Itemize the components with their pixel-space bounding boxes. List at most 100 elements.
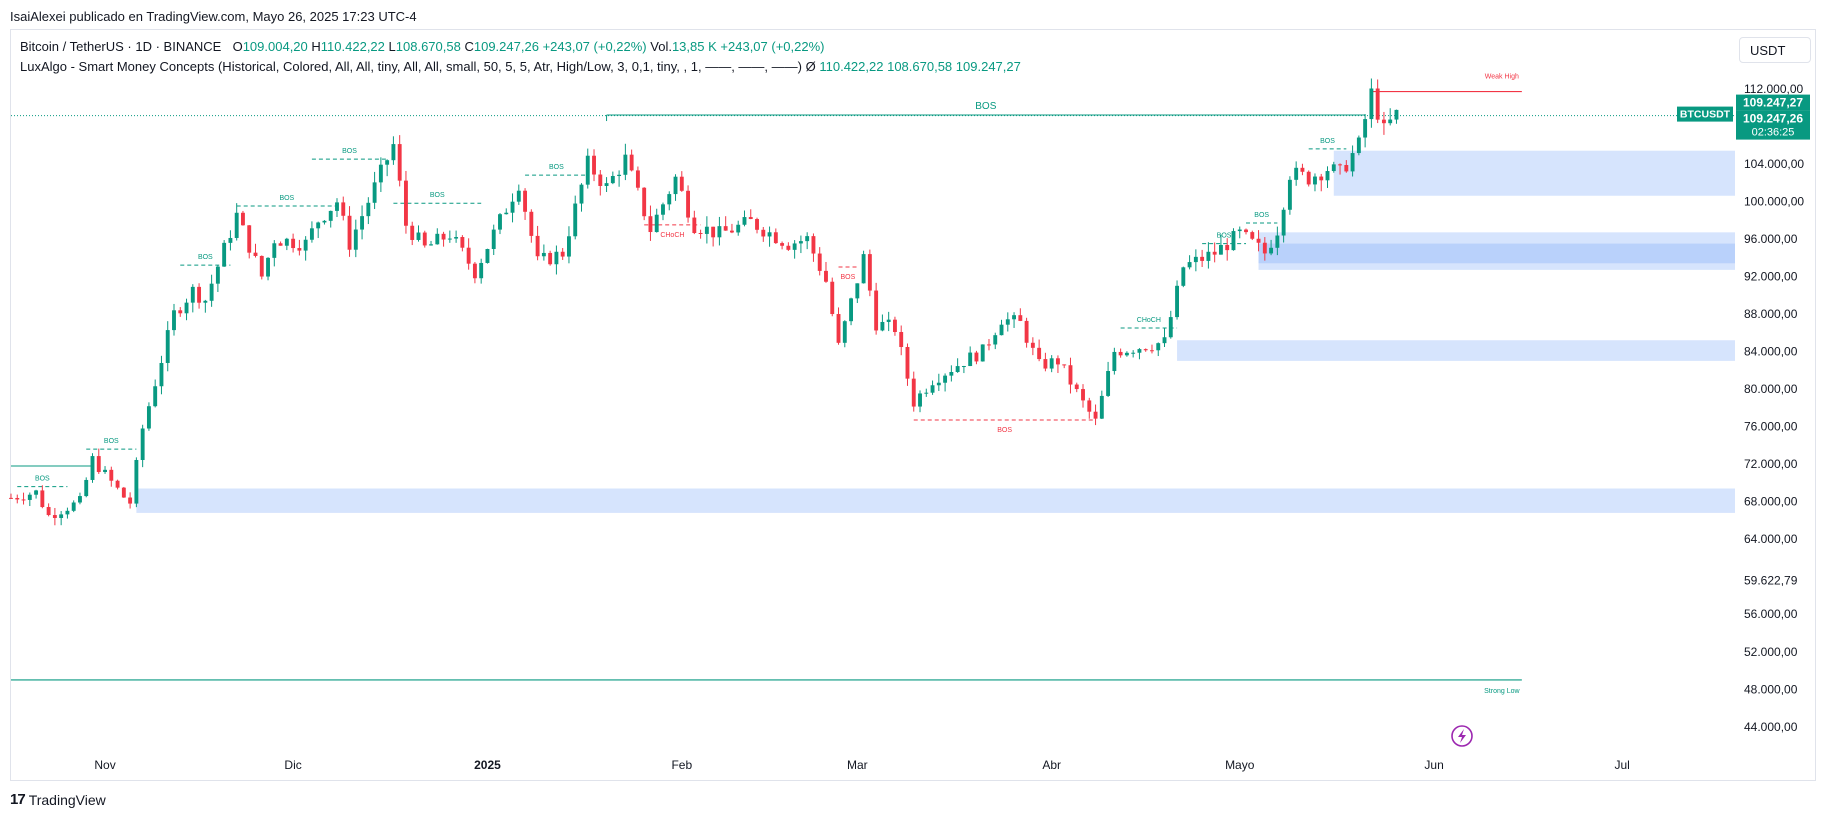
low-value: 108.670,58 (395, 39, 461, 54)
candle-body (404, 180, 408, 226)
y-axis-tick-label: 84.000,00 (1744, 345, 1798, 359)
candle-body (968, 352, 973, 367)
bos-label: BOS (1320, 138, 1335, 145)
bos-label: BOS (841, 274, 856, 281)
candle-body (460, 237, 465, 248)
candle-body (485, 249, 490, 263)
y-axis-tick-label: 44.000,00 (1744, 720, 1798, 734)
candle-body (115, 480, 120, 488)
candle-body (1338, 164, 1342, 166)
candle-body (955, 366, 960, 373)
candle-body (824, 270, 828, 282)
candle-body (980, 344, 985, 362)
candle-body (1175, 285, 1179, 318)
candle-body (1081, 389, 1085, 401)
candle-body (523, 190, 528, 212)
symbol-name[interactable]: Bitcoin / TetherUS · 1D · BINANCE (20, 39, 222, 54)
indicator-legend[interactable]: LuxAlgo - Smart Money Concepts (Historic… (20, 59, 1021, 74)
x-axis-tick-label: Nov (94, 758, 115, 772)
candle-body (416, 232, 421, 240)
candle-body (1363, 119, 1368, 138)
candle-body (1055, 358, 1060, 365)
candle-body (1287, 179, 1292, 210)
x-axis-tick-label: Feb (671, 758, 692, 772)
candle-body (27, 494, 32, 500)
candle-body (1037, 347, 1042, 360)
lightning-bolt-icon (1458, 729, 1466, 743)
candle-body (786, 245, 791, 250)
x-axis-tick-label: Mayo (1225, 758, 1255, 772)
symbol-legend[interactable]: Bitcoin / TetherUS · 1D · BINANCE O109.0… (20, 39, 824, 54)
candle-body (1193, 256, 1198, 263)
candle-body (692, 217, 697, 234)
y-axis-tick-label: 56.000,00 (1744, 607, 1798, 621)
y-axis-tick-label: 48.000,00 (1744, 682, 1798, 696)
strong-low-label: Strong Low (1484, 688, 1520, 695)
price-label-text: 109.247,27 (1743, 96, 1803, 110)
y-axis-tick-label: 52.000,00 (1744, 645, 1798, 659)
candle-body (197, 286, 202, 303)
candle-body (535, 235, 540, 257)
countdown-label: 02:36:25 (1752, 127, 1795, 139)
candle-body (623, 154, 628, 175)
candle-body (567, 236, 571, 257)
candle-body (911, 378, 916, 407)
candle-body (59, 514, 64, 518)
candle-body (134, 459, 139, 504)
candle-body (1181, 267, 1186, 286)
candle-body (1244, 229, 1248, 233)
candle-body (1319, 176, 1324, 181)
candle-body (284, 238, 289, 246)
candle-body (1074, 384, 1079, 390)
currency-button[interactable]: USDT (1739, 37, 1811, 63)
candle-body (598, 174, 603, 186)
y-axis-tick-label: 68.000,00 (1744, 495, 1798, 509)
candle-body (316, 222, 321, 229)
candle-body (21, 499, 26, 501)
candle-body (266, 257, 270, 277)
bos-label: BOS (104, 438, 119, 445)
high-label: H (311, 39, 321, 54)
candle-body (1356, 137, 1361, 154)
candle-body (1093, 411, 1098, 419)
candle-body (1256, 238, 1261, 243)
candle-body (849, 298, 854, 322)
candle-body (140, 428, 145, 460)
x-axis-tick-label: Jul (1614, 758, 1629, 772)
candle-body (679, 176, 684, 191)
candle-body (447, 238, 452, 240)
indicator-name[interactable]: LuxAlgo - Smart Money Concepts (Historic… (20, 59, 802, 74)
candle-body (780, 243, 785, 246)
tradingview-logo-icon: 17 (10, 791, 26, 808)
candle-body (811, 236, 816, 254)
candle-body (146, 406, 151, 429)
bos-label: BOS (342, 148, 357, 155)
candle-body (510, 201, 515, 213)
open-label: O (232, 39, 243, 54)
candle-body (993, 335, 998, 345)
change-value: +243,07 (+0,22%) (542, 39, 647, 54)
candle-body (704, 226, 709, 234)
candle-body (1325, 171, 1330, 181)
candle-body (805, 236, 810, 242)
candle-body (71, 502, 76, 511)
candle-body (454, 237, 459, 239)
candle-body (222, 242, 227, 267)
candle-body (635, 170, 640, 188)
candle-body (1168, 317, 1173, 338)
volume-change: +243,07 (+0,22%) (720, 39, 825, 54)
y-axis-tick-label: 80.000,00 (1744, 382, 1798, 396)
order-block-zone (136, 488, 1735, 513)
candle-body (1237, 229, 1242, 232)
candle-body (1250, 232, 1255, 239)
lightning-icon[interactable] (1451, 725, 1473, 747)
candle-body (579, 184, 584, 204)
high-value: 110.422,22 (320, 39, 385, 54)
candle-body (874, 290, 879, 331)
candle-body (1394, 109, 1399, 120)
candle-body (905, 347, 910, 379)
indicator-value-1: 110.422,22 (819, 59, 884, 74)
candle-body (291, 238, 296, 249)
candle-body (1005, 319, 1010, 325)
